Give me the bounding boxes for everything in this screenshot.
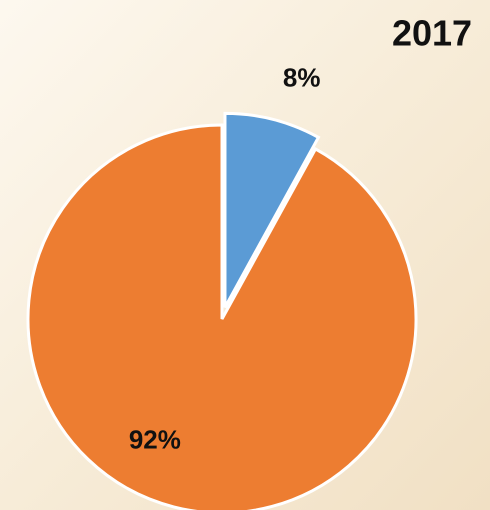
pie-slice bbox=[223, 111, 321, 309]
data-label: 8% bbox=[283, 63, 321, 93]
data-label: 92% bbox=[129, 424, 181, 454]
chart-title: 2017 bbox=[392, 13, 472, 54]
pie-slice bbox=[26, 123, 418, 510]
